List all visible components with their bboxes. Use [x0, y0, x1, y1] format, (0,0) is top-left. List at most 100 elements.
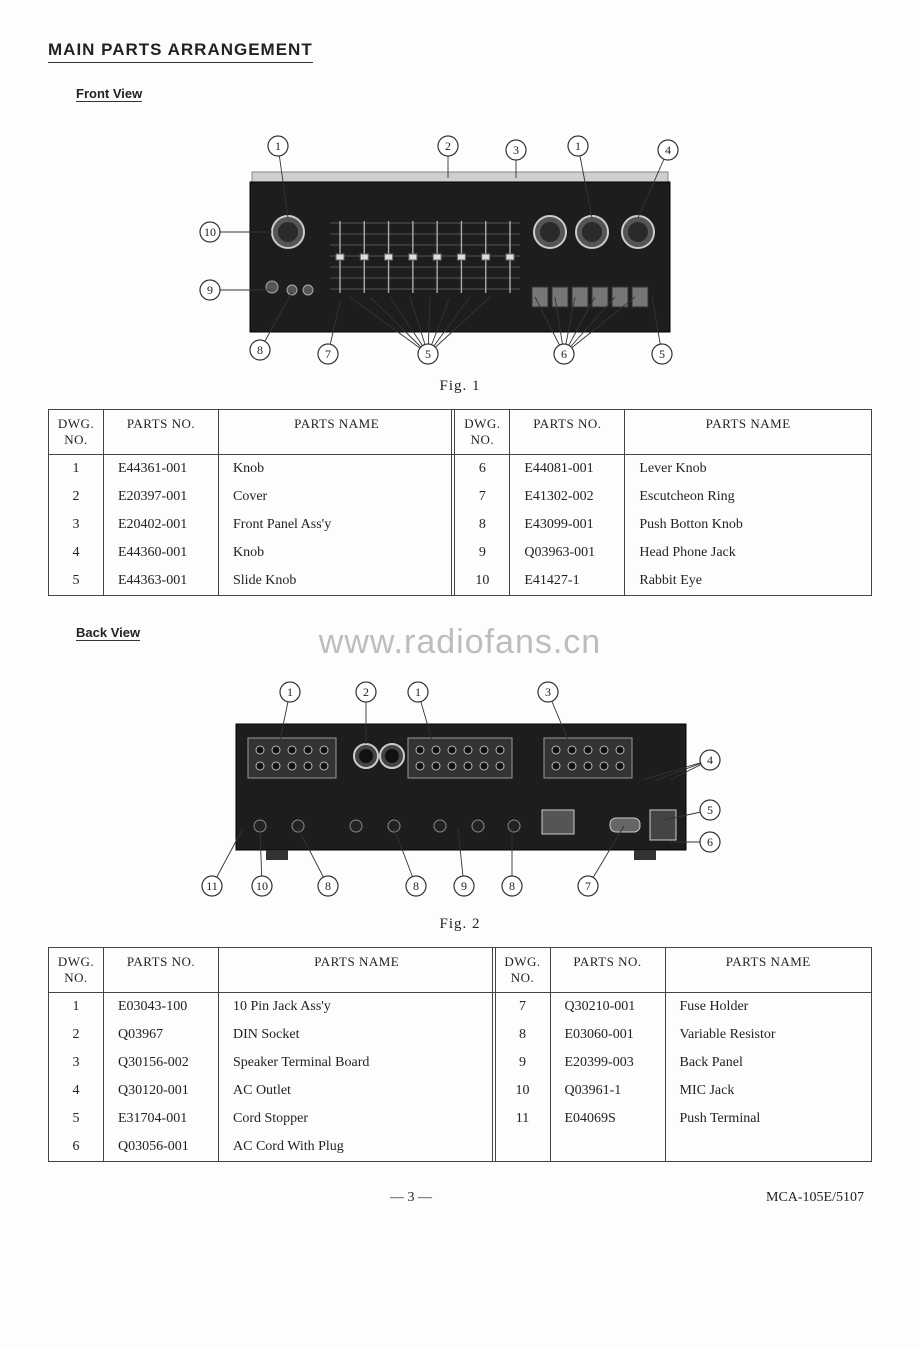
- table-row: 3Q30156-002Speaker Terminal Board9E20399…: [49, 1049, 872, 1077]
- figure-1: 1231410987565: [48, 122, 872, 372]
- table-header: DWG.NO.: [495, 948, 550, 993]
- front-view-diagram: 1231410987565: [180, 122, 740, 367]
- table-row: 2Q03967DIN Socket8E03060-001Variable Res…: [49, 1021, 872, 1049]
- figure-1-caption: Fig. 1: [48, 378, 872, 395]
- dwg-no-cell: 5: [49, 1105, 104, 1133]
- parts-no-cell: E44361-001: [104, 455, 219, 484]
- table-row: 1E03043-10010 Pin Jack Ass'y7Q30210-001F…: [49, 993, 872, 1022]
- parts-no-cell: E44363-001: [104, 567, 219, 596]
- page-title: MAIN PARTS ARRANGEMENT: [48, 40, 313, 63]
- parts-no-cell: E03060-001: [550, 1021, 665, 1049]
- parts-name-cell: Knob: [219, 455, 455, 484]
- parts-no-cell: E20397-001: [104, 483, 219, 511]
- dwg-no-cell: 2: [49, 1021, 104, 1049]
- parts-name-cell: Rabbit Eye: [625, 567, 872, 596]
- svg-text:8: 8: [325, 879, 331, 893]
- parts-no-cell: Q03963-001: [510, 539, 625, 567]
- svg-text:1: 1: [287, 685, 293, 699]
- table-row: 4E44360-001Knob9Q03963-001Head Phone Jac…: [49, 539, 872, 567]
- parts-no-cell: E43099-001: [510, 511, 625, 539]
- back-view-diagram: 1213456789881011: [180, 670, 740, 905]
- parts-name-cell: Knob: [219, 539, 455, 567]
- svg-text:11: 11: [206, 879, 218, 893]
- table-header: PARTS NAME: [665, 948, 872, 993]
- table-header: PARTS NO.: [550, 948, 665, 993]
- svg-text:10: 10: [204, 225, 216, 239]
- parts-name-cell: Cord Stopper: [219, 1105, 496, 1133]
- svg-text:8: 8: [509, 879, 515, 893]
- dwg-no-cell: 7: [495, 993, 550, 1022]
- front-parts-table: DWG.NO.PARTS NO.PARTS NAMEDWG.NO.PARTS N…: [48, 409, 872, 596]
- table-row: 5E31704-001Cord Stopper11E04069SPush Ter…: [49, 1105, 872, 1133]
- svg-text:3: 3: [513, 143, 519, 157]
- parts-name-cell: AC Cord With Plug: [219, 1133, 496, 1162]
- svg-text:4: 4: [707, 753, 713, 767]
- svg-text:1: 1: [275, 139, 281, 153]
- svg-text:6: 6: [561, 347, 567, 361]
- svg-text:2: 2: [363, 685, 369, 699]
- dwg-no-cell: 6: [49, 1133, 104, 1162]
- parts-name-cell: Escutcheon Ring: [625, 483, 872, 511]
- parts-name-cell: [665, 1133, 872, 1162]
- parts-no-cell: E31704-001: [104, 1105, 219, 1133]
- parts-no-cell: E20402-001: [104, 511, 219, 539]
- table-header: PARTS NAME: [625, 410, 872, 455]
- table-header: DWG.NO.: [49, 410, 104, 455]
- table-header: PARTS NAME: [219, 948, 496, 993]
- table-row: 4Q30120-001AC Outlet10Q03961-1MIC Jack: [49, 1077, 872, 1105]
- dwg-no-cell: 4: [49, 539, 104, 567]
- dwg-no-cell: 9: [495, 1049, 550, 1077]
- parts-no-cell: E03043-100: [104, 993, 219, 1022]
- svg-text:1: 1: [575, 139, 581, 153]
- svg-text:9: 9: [207, 283, 213, 297]
- dwg-no-cell: 1: [49, 993, 104, 1022]
- svg-text:3: 3: [545, 685, 551, 699]
- parts-no-cell: Q03961-1: [550, 1077, 665, 1105]
- parts-name-cell: MIC Jack: [665, 1077, 872, 1105]
- dwg-no-cell: 4: [49, 1077, 104, 1105]
- parts-name-cell: Front Panel Ass'y: [219, 511, 455, 539]
- table-header: PARTS NAME: [219, 410, 455, 455]
- back-view-heading: Back View: [76, 625, 140, 641]
- parts-name-cell: Slide Knob: [219, 567, 455, 596]
- parts-no-cell: E44360-001: [104, 539, 219, 567]
- parts-name-cell: Back Panel: [665, 1049, 872, 1077]
- table-row: 3E20402-001Front Panel Ass'y8E43099-001P…: [49, 511, 872, 539]
- back-parts-table: DWG.NO.PARTS NO.PARTS NAMEDWG.NO.PARTS N…: [48, 947, 872, 1162]
- figure-2: 1213456789881011: [48, 670, 872, 910]
- svg-text:5: 5: [707, 803, 713, 817]
- figure-2-caption: Fig. 2: [48, 916, 872, 933]
- dwg-no-cell: 8: [455, 511, 510, 539]
- parts-name-cell: Cover: [219, 483, 455, 511]
- svg-text:7: 7: [585, 879, 591, 893]
- dwg-no-cell: 11: [495, 1105, 550, 1133]
- parts-name-cell: DIN Socket: [219, 1021, 496, 1049]
- table-row: 6Q03056-001AC Cord With Plug: [49, 1133, 872, 1162]
- dwg-no-cell: 10: [455, 567, 510, 596]
- front-view-heading: Front View: [76, 86, 142, 102]
- parts-no-cell: Q30156-002: [104, 1049, 219, 1077]
- dwg-no-cell: 9: [455, 539, 510, 567]
- page-number: — 3 —: [56, 1190, 766, 1206]
- svg-text:6: 6: [707, 835, 713, 849]
- parts-name-cell: Variable Resistor: [665, 1021, 872, 1049]
- table-header: PARTS NO.: [104, 948, 219, 993]
- parts-no-cell: Q03967: [104, 1021, 219, 1049]
- parts-no-cell: E41302-002: [510, 483, 625, 511]
- parts-name-cell: Fuse Holder: [665, 993, 872, 1022]
- dwg-no-cell: 7: [455, 483, 510, 511]
- svg-text:4: 4: [665, 143, 671, 157]
- svg-text:10: 10: [256, 879, 268, 893]
- parts-no-cell: [550, 1133, 665, 1162]
- dwg-no-cell: 10: [495, 1077, 550, 1105]
- parts-no-cell: E04069S: [550, 1105, 665, 1133]
- parts-no-cell: Q03056-001: [104, 1133, 219, 1162]
- parts-name-cell: 10 Pin Jack Ass'y: [219, 993, 496, 1022]
- dwg-no-cell: 6: [455, 455, 510, 484]
- svg-text:8: 8: [257, 343, 263, 357]
- table-header: PARTS NO.: [510, 410, 625, 455]
- parts-no-cell: E41427-1: [510, 567, 625, 596]
- table-row: 5E44363-001Slide Knob10E41427-1Rabbit Ey…: [49, 567, 872, 596]
- dwg-no-cell: 3: [49, 1049, 104, 1077]
- parts-no-cell: E44081-001: [510, 455, 625, 484]
